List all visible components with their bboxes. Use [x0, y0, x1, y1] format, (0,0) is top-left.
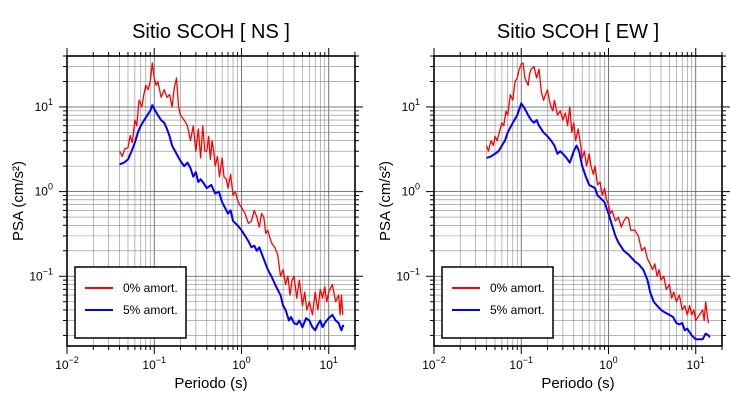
x-axis-title: Periodo (s)	[541, 375, 614, 392]
series-line-blue	[486, 102, 711, 341]
y-axis-title: PSA (cm/s²)	[10, 161, 27, 241]
legend: 0% amort. 5% amort.	[441, 266, 554, 339]
chart-panel-2: 10−2 10−1 100 101 10−1 100 101 Sitio SCOH [ EW …	[377, 21, 730, 392]
grid	[66, 55, 356, 346]
x-tick-label: 100	[232, 355, 250, 372]
legend-label: 0% amort.	[123, 281, 178, 295]
legend: 0% amort. 5% amort.	[74, 266, 187, 339]
x-tick-label: 10−1	[142, 355, 166, 372]
series-line-red	[118, 62, 344, 316]
chart-title: Sitio SCOH [ EW ]	[497, 21, 659, 43]
chart-title: Sitio SCOH [ NS ]	[132, 21, 290, 43]
x-tick-label: 101	[687, 355, 705, 372]
chart-panel-1: 10−2 10−1 100 101 10−1 100 101 Sitio SCOH [ NS …	[10, 21, 363, 392]
legend-box	[441, 266, 554, 339]
x-axis-title: Periodo (s)	[174, 375, 247, 392]
y-axis-title: PSA (cm/s²)	[377, 161, 394, 241]
legend-label: 0% amort.	[490, 281, 545, 295]
legend-box	[74, 266, 187, 339]
series-line-red	[485, 62, 710, 324]
plot-border	[433, 55, 723, 347]
legend-label: 5% amort.	[123, 303, 178, 317]
y-tick-label: 10−1	[396, 266, 420, 283]
plot-border	[66, 55, 356, 347]
y-tick-label: 101	[402, 97, 420, 114]
y-tick-label: 10−1	[29, 266, 53, 283]
x-tick-label: 10−2	[422, 355, 446, 372]
x-tick-label: 10−2	[55, 355, 79, 372]
series-line-blue	[119, 104, 345, 332]
x-tick-label: 100	[599, 355, 617, 372]
x-tick-label: 101	[320, 355, 338, 372]
x-tick-label: 10−1	[509, 355, 533, 372]
y-tick-label: 100	[35, 182, 53, 199]
legend-label: 5% amort.	[490, 303, 545, 317]
y-tick-label: 101	[35, 97, 53, 114]
y-tick-label: 100	[402, 182, 420, 199]
